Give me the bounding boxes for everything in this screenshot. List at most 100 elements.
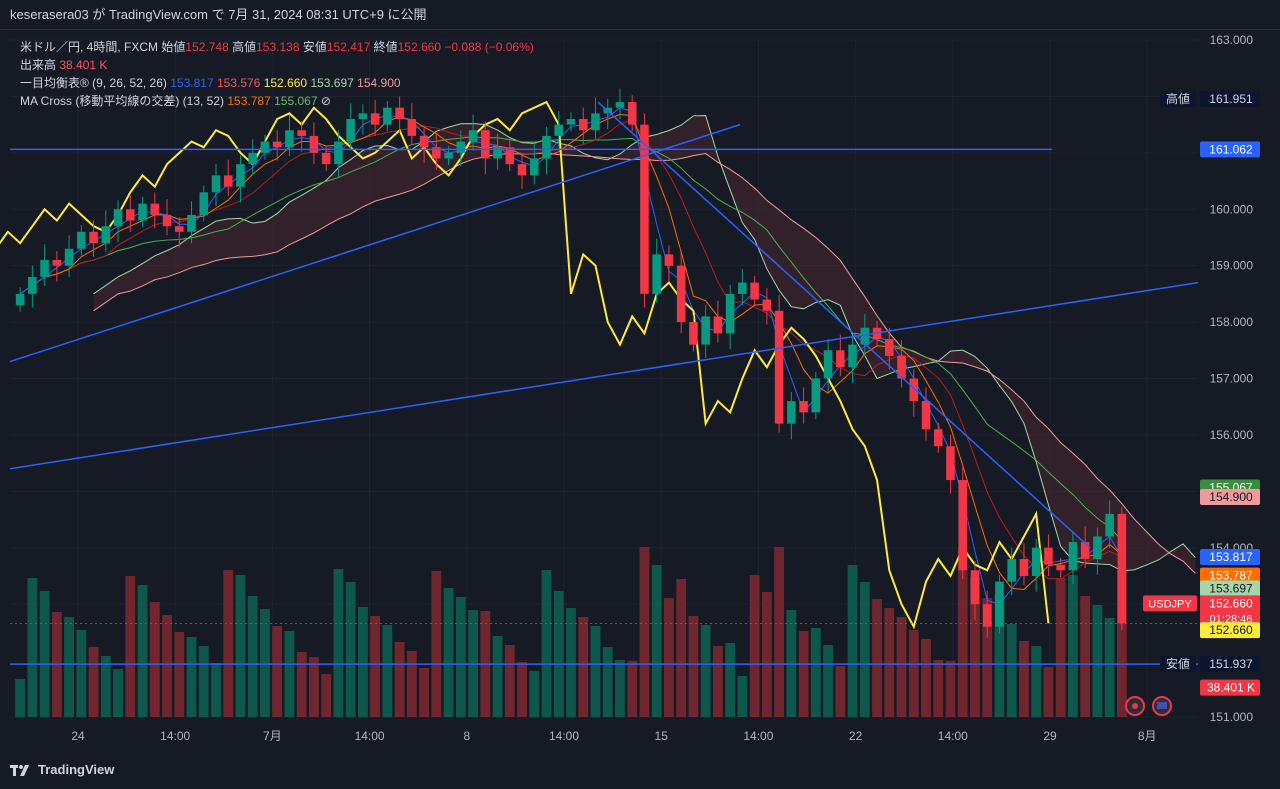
legend-volume-row[interactable]: 出来高 38.401 K <box>20 56 534 74</box>
candle-body <box>529 158 539 176</box>
volume-bar <box>664 598 674 717</box>
legend-ma-row[interactable]: MA Cross (移動平均線の交差) (13, 52) 153.787 155… <box>20 92 534 110</box>
candle-body <box>738 282 747 294</box>
volume-bar <box>1080 596 1091 717</box>
candle-body <box>505 147 515 165</box>
time-tick-label: 8 <box>463 729 470 743</box>
candle-body <box>236 164 245 187</box>
price-tick-label: 163.000 <box>1210 33 1254 47</box>
volume-bar <box>590 626 601 717</box>
legend-ma-hidden-icon[interactable]: ⊘ <box>320 94 331 108</box>
chikou-span-line <box>0 100 1050 630</box>
ma52-line <box>19 136 1123 542</box>
publish-header: keserasera03 が TradingView.com で 7月 31, … <box>0 0 1280 30</box>
candle-body <box>1080 542 1090 560</box>
candle-body <box>640 124 649 294</box>
candle-body <box>1031 547 1041 576</box>
hline-badge-bg <box>1200 141 1260 158</box>
volume-bar <box>223 570 234 717</box>
volume-bar <box>296 652 307 717</box>
price-tick-label: 157.000 <box>1210 372 1254 386</box>
volume-bar <box>945 661 956 717</box>
volume-bar <box>88 647 99 717</box>
time-tick-label: 22 <box>849 729 863 743</box>
time-tick-label: 14:00 <box>549 729 579 743</box>
volume-bar <box>149 602 160 717</box>
high-badge-label-bg <box>1160 91 1196 108</box>
candle-body <box>64 248 74 266</box>
candle-body <box>982 604 992 627</box>
symbol-badge-bg <box>1143 595 1197 612</box>
volume-bar <box>100 656 111 717</box>
legend-ichimoku-chikou: 152.660 <box>263 76 308 90</box>
volume-bar <box>113 669 123 717</box>
volume-bar <box>517 662 527 717</box>
volume-bar <box>64 617 74 717</box>
candle-body <box>444 152 453 159</box>
candle-body <box>407 118 417 136</box>
volume-bar <box>651 565 662 717</box>
candle-body <box>787 401 796 424</box>
legend-ohlc-row: 米ドル／円, 4時間, FXCM 始値152.748 高値153.138 安値1… <box>20 38 534 56</box>
price-chart[interactable]: 163.000162.000161.000160.000159.000158.0… <box>0 30 1280 750</box>
volume-bar <box>198 646 209 717</box>
volume-bar <box>431 571 442 717</box>
senkou-a-badge: 153.697 <box>1209 582 1253 596</box>
volume-bar <box>455 597 466 717</box>
volume-bar <box>553 591 564 717</box>
candle-body <box>162 214 172 227</box>
volume-bar <box>211 663 221 717</box>
candle-body <box>272 141 282 148</box>
price-badges: 高値 161.951161.062155.067154.900153.817153… <box>1125 91 1260 716</box>
legend-ichimoku-kijun: 153.576 <box>216 76 261 90</box>
volume-bar <box>602 647 613 717</box>
candle-body <box>811 378 821 413</box>
volume-bar <box>688 616 699 717</box>
candle-body <box>774 310 784 424</box>
volume-bar <box>137 585 148 717</box>
volume-bar <box>737 676 748 717</box>
legend-symbol[interactable]: 米ドル／円, 4時間, FXCM <box>20 40 159 54</box>
candle-body <box>946 446 955 481</box>
candle-body <box>885 339 894 356</box>
time-tick-label: 7月 <box>263 729 282 743</box>
volume-bar <box>15 679 26 717</box>
legend-ichimoku-row[interactable]: 一目均衡表® (9, 26, 52, 26) 153.817 153.576 1… <box>20 74 534 92</box>
volume-bar <box>798 631 809 717</box>
legend-ichimoku-label: 一目均衡表® (9, 26, 52, 26) <box>20 76 167 90</box>
volume-bar <box>627 661 638 717</box>
candle-body <box>921 401 931 430</box>
candle-body <box>652 254 661 294</box>
candle-body <box>1093 536 1102 560</box>
candle-body <box>126 209 135 221</box>
last-price-badge-bg <box>1200 595 1260 628</box>
candle-body <box>554 124 564 136</box>
candle-body <box>664 254 674 266</box>
volume-bar <box>884 608 895 717</box>
candle-body <box>309 135 319 153</box>
volume-bar <box>125 576 136 717</box>
volume-bar <box>1031 646 1042 717</box>
time-tick-label: 14:00 <box>743 729 773 743</box>
legend-ma52: 155.067 <box>274 94 318 108</box>
kijun-line <box>19 119 1123 580</box>
price-tick-label: 159.000 <box>1210 259 1254 273</box>
tradingview-footer[interactable]: TradingView <box>10 762 114 777</box>
volume-bar <box>541 570 552 717</box>
candle-body <box>346 118 355 142</box>
candle-body <box>689 322 698 345</box>
candle-body <box>211 175 221 193</box>
volume-bar <box>810 628 821 717</box>
volume-bar <box>27 578 38 717</box>
candle-body <box>823 350 833 379</box>
candle-body <box>860 327 870 345</box>
candle-body <box>848 344 857 368</box>
time-axis: 24 14:00 7月 14:00 8 14:00 15 14:00 22 14:00 29 8月 <box>71 729 1156 743</box>
us-flag-icon <box>1157 702 1167 709</box>
candle-body <box>725 293 735 334</box>
volume-badge: 38.401 K <box>1207 681 1255 695</box>
chart-area[interactable]: 163.000162.000161.000160.000159.000158.0… <box>0 30 1280 750</box>
candle-body <box>701 316 710 345</box>
legend-ma13: 153.787 <box>227 94 271 108</box>
candle-body <box>358 113 368 119</box>
